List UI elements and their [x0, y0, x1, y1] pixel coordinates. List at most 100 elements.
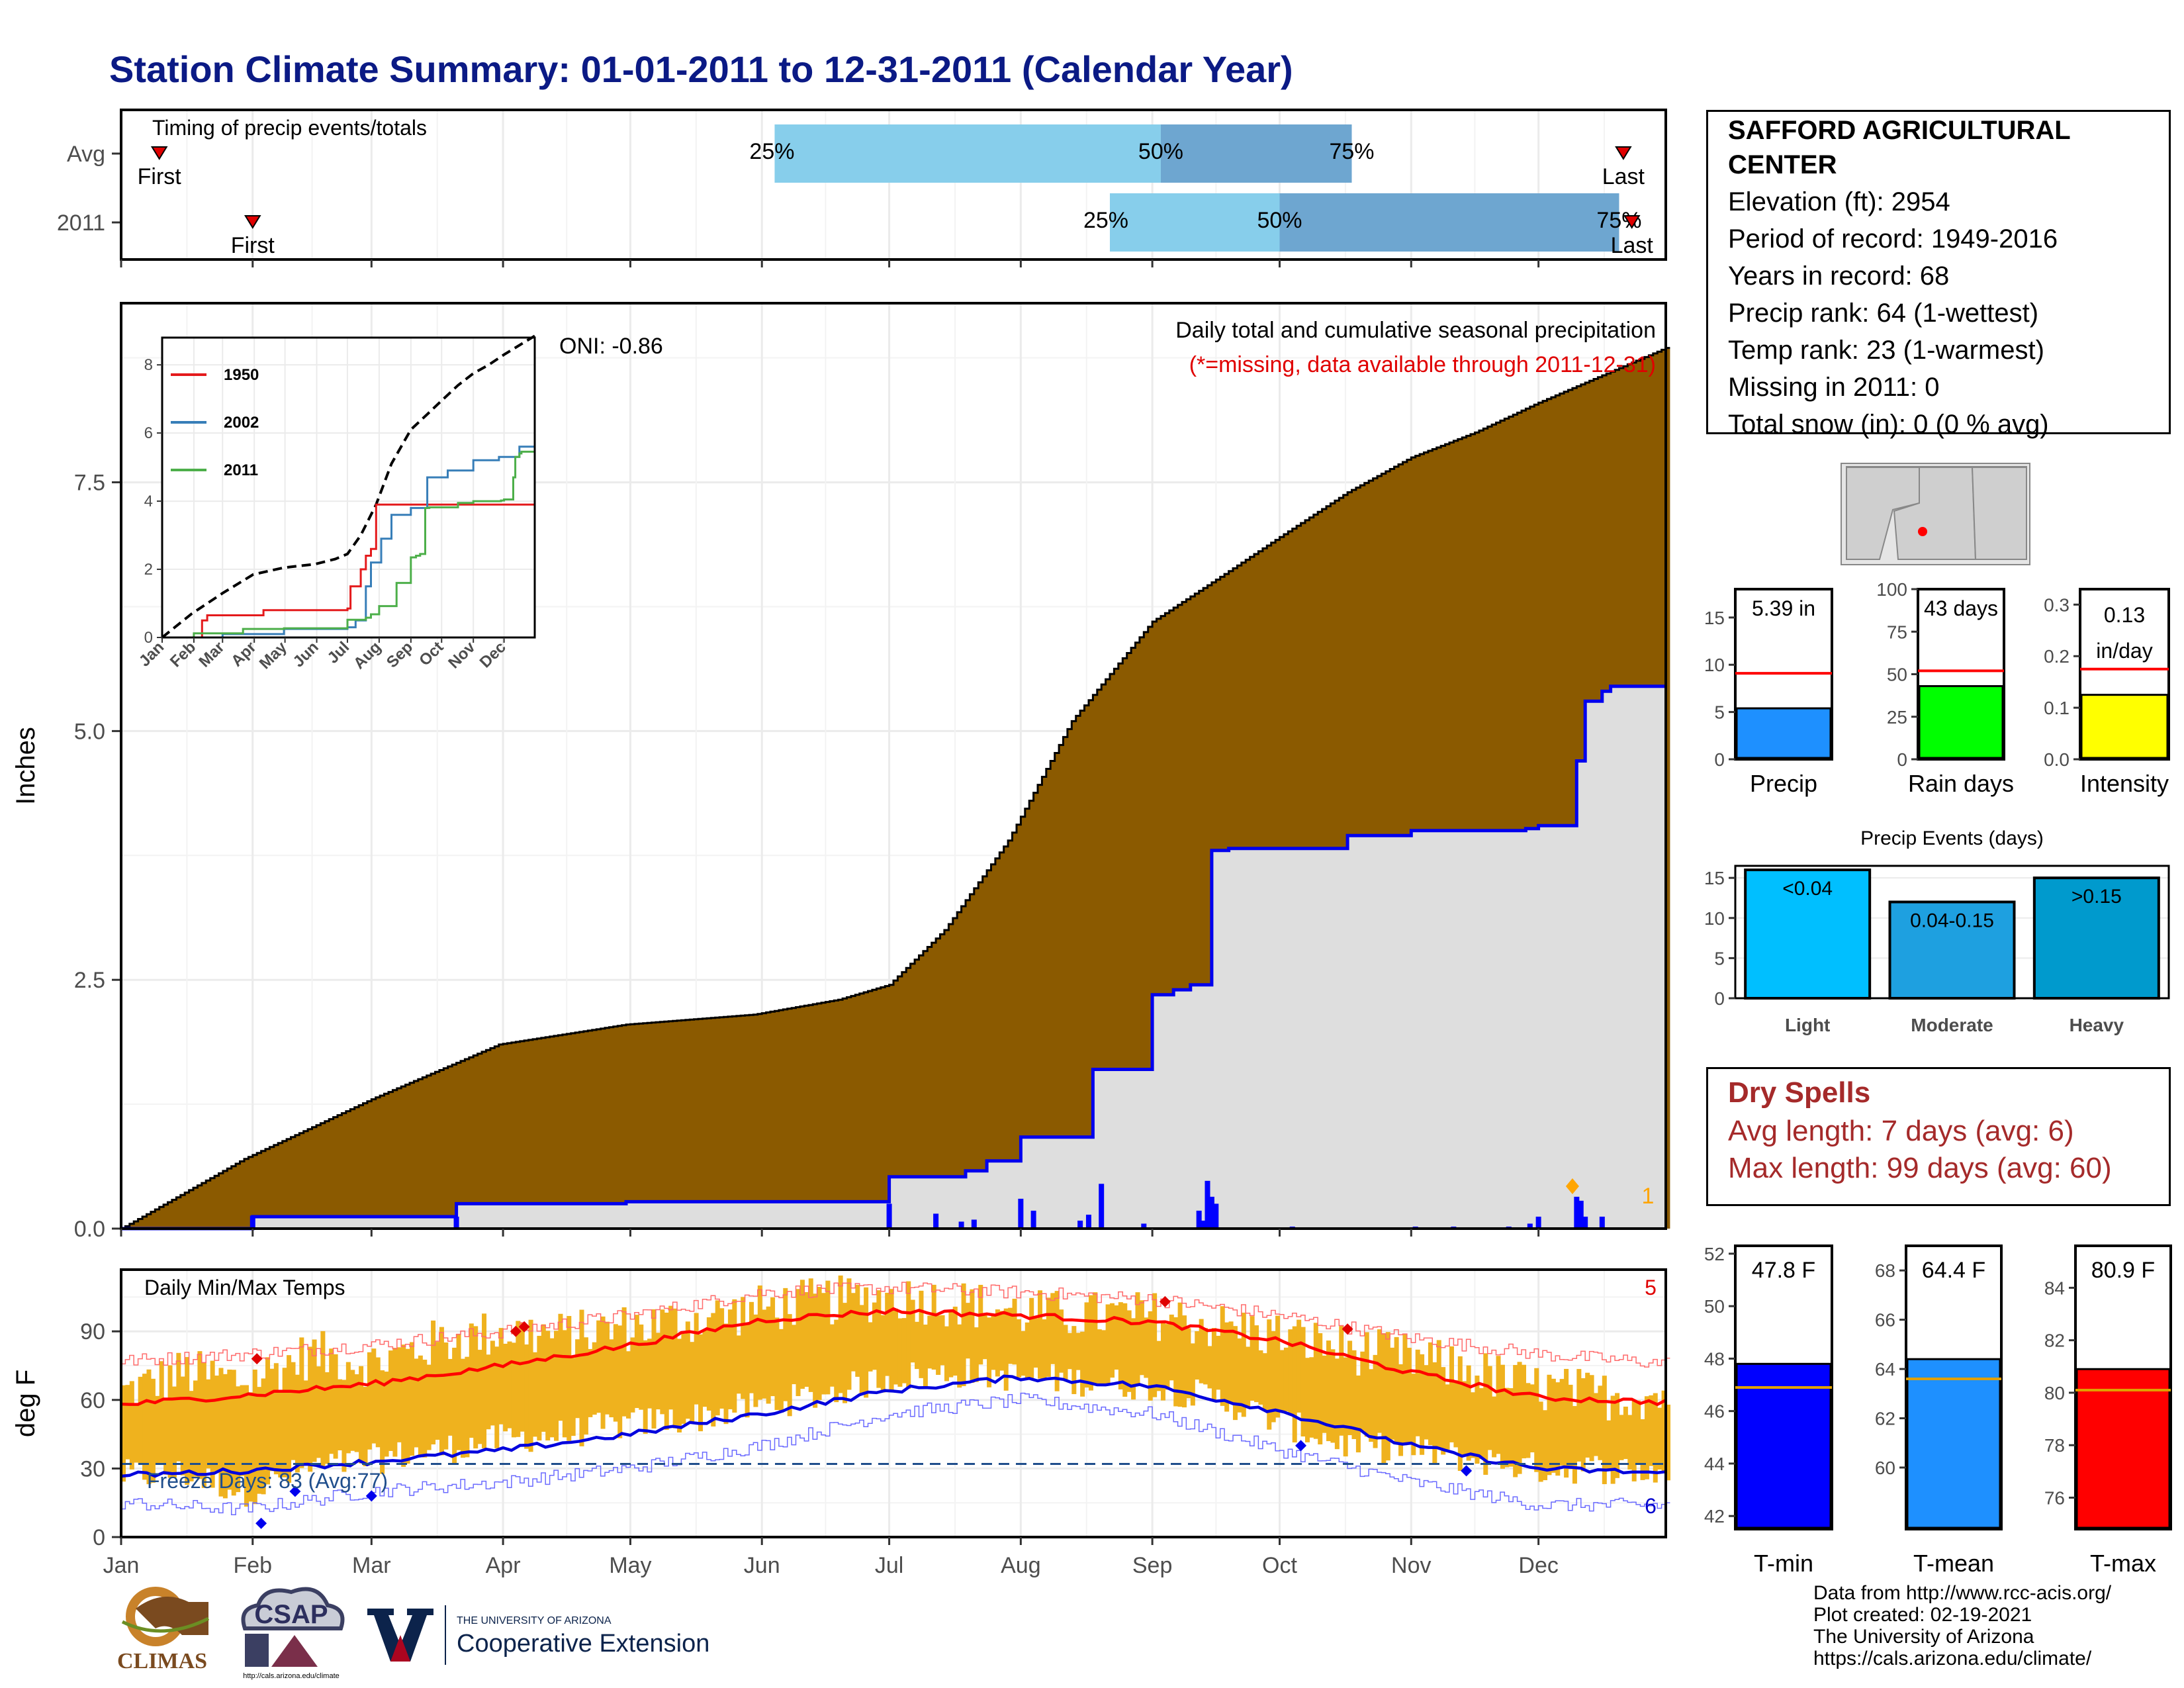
daily-temp-bar [214, 1376, 220, 1472]
daily-temp-bar [1241, 1312, 1246, 1417]
daily-temp-bar [507, 1341, 512, 1429]
daily-temp-bar [639, 1324, 644, 1410]
y-tick-label: 2.5 [74, 968, 105, 993]
daily-temp-bar [341, 1380, 347, 1472]
dry-spells-panel: Dry Spells Avg length: 7 days (avg: 6) M… [1706, 1067, 2171, 1206]
inset-bg [162, 338, 535, 637]
daily-temp-bar [138, 1376, 143, 1464]
daily-temp-bar [167, 1365, 173, 1478]
daily-temp-bar [880, 1315, 886, 1393]
daily-temp-bar [698, 1334, 704, 1432]
daily-temp-bar [295, 1374, 300, 1473]
daily-temp-bar [1283, 1347, 1289, 1412]
daily-temp-bar [1415, 1349, 1420, 1436]
daily-temp-bar [248, 1392, 253, 1502]
y-tick-label: 5 [1714, 702, 1725, 723]
daily-precip-bar [958, 1221, 964, 1229]
temp-summary-max-bar [2075, 1368, 2171, 1529]
daily-temp-bar [694, 1313, 699, 1405]
y-tick-label: 66 [1875, 1310, 1895, 1331]
daily-temp-bar [345, 1362, 351, 1454]
daily-temp-bar [821, 1293, 827, 1395]
daily-temp-bar [982, 1314, 987, 1360]
daily-temp-bar [1237, 1338, 1242, 1413]
daily-temp-bar [418, 1355, 423, 1457]
daily-precip-bar [1030, 1210, 1036, 1229]
daily-temp-bar [528, 1319, 533, 1452]
daily-temp-bar [1649, 1395, 1654, 1466]
y-tick-label: 75 [1887, 622, 1907, 642]
temp-summary-mean-bar [1906, 1358, 2001, 1529]
daily-temp-bar [1088, 1295, 1093, 1391]
daily-temp-bar [948, 1311, 954, 1378]
daily-temp-bar [1631, 1401, 1637, 1481]
bar-category-label: T-min [1754, 1550, 1813, 1577]
daily-temp-bar [910, 1299, 915, 1363]
daily-temp-bar [359, 1366, 364, 1464]
daily-temp-bar [609, 1339, 614, 1418]
daily-temp-bar [664, 1312, 669, 1430]
daily-temp-bar [363, 1387, 368, 1467]
daily-temp-bar [706, 1317, 711, 1411]
daily-temp-bar [1343, 1357, 1348, 1457]
daily-temp-bar [1250, 1316, 1255, 1401]
daily-temp-bar [808, 1278, 813, 1392]
daily-temp-bar [1199, 1319, 1204, 1383]
inset-y-tick-label: 0 [144, 629, 153, 647]
daily-temp-bar [1322, 1355, 1327, 1433]
inset-y-tick-label: 8 [144, 356, 153, 374]
daily-temp-bar [813, 1293, 818, 1408]
daily-temp-bar [1330, 1349, 1336, 1443]
daily-temp-bar [961, 1283, 966, 1386]
y-tick-label: 80 [2044, 1383, 2065, 1403]
daily-temp-bar [1067, 1333, 1072, 1370]
last-event-marker [1615, 146, 1632, 160]
daily-temp-bar [1610, 1395, 1615, 1484]
daily-temp-bar [952, 1306, 958, 1376]
daily-temp-bar [1466, 1365, 1471, 1461]
missing-data-marker [1565, 1178, 1579, 1194]
daily-temp-bar [1105, 1304, 1111, 1383]
timing-q50-label: 50% [1138, 139, 1183, 164]
record-high-marker [518, 1321, 530, 1333]
timing-bar-q50-q75 [1160, 124, 1352, 183]
daily-temp-bar [567, 1315, 572, 1441]
daily-temp-bar [1101, 1330, 1107, 1386]
daily-temp-bar [469, 1323, 474, 1438]
daily-temp-bar [1318, 1333, 1323, 1445]
timing-q75-label: 75% [1329, 139, 1374, 164]
daily-temp-bar [1593, 1393, 1599, 1456]
x-tick-label: Nov [1391, 1553, 1431, 1578]
daily-temp-bar [944, 1326, 949, 1382]
daily-temp-bar [923, 1325, 928, 1387]
daily-temp-bar [626, 1351, 631, 1419]
daily-temp-bar [375, 1357, 381, 1448]
daily-temp-bar [176, 1352, 181, 1462]
bar-category-label: Rain days [1908, 770, 2014, 797]
daily-temp-bar [1016, 1319, 1021, 1378]
y-axis-label: Inches [11, 727, 40, 805]
events-bar-label: <0.04 [1782, 878, 1833, 900]
y-tick-label: 0.2 [2044, 646, 2070, 667]
daily-temp-bar [796, 1289, 801, 1397]
events-category-label: Moderate [1911, 1015, 1993, 1035]
record-high-marker [1159, 1295, 1171, 1307]
daily-temp-bar [1529, 1384, 1535, 1453]
daily-temp-bar [1517, 1362, 1522, 1474]
daily-temp-bar [1114, 1305, 1119, 1370]
daily-temp-bar [634, 1315, 639, 1409]
daily-temp-bar [978, 1284, 983, 1365]
daily-temp-bar [121, 1385, 126, 1482]
daily-temp-bar [855, 1284, 860, 1377]
x-tick-label: Dec [1518, 1553, 1558, 1578]
daily-temp-bar [354, 1374, 359, 1452]
daily-temp-bar [537, 1335, 542, 1441]
daily-temp-bar [991, 1315, 996, 1370]
y-tick-label: 90 [80, 1319, 105, 1344]
daily-temp-bar [1012, 1298, 1017, 1365]
daily-temp-bar [1534, 1368, 1539, 1472]
daily-temp-bar [511, 1342, 516, 1438]
daily-temp-bar [1453, 1380, 1459, 1448]
daily-temp-bar [380, 1370, 385, 1474]
daily-temp-bar [859, 1305, 864, 1394]
